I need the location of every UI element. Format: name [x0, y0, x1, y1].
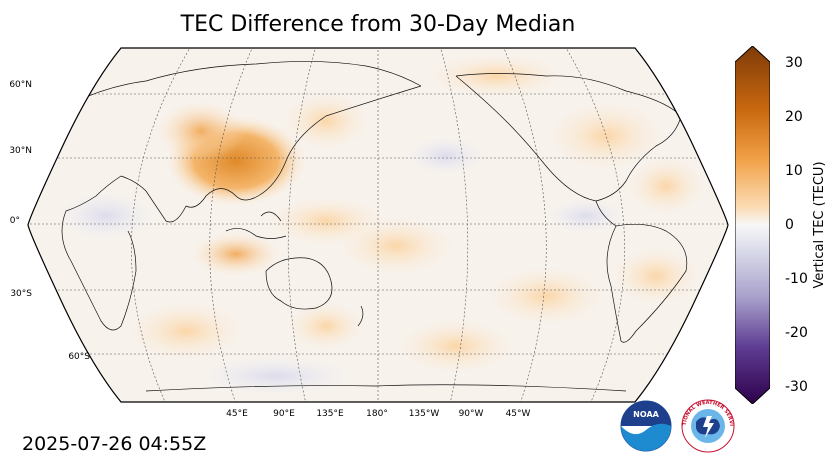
- lat-label-30n: 30°N: [9, 146, 32, 156]
- lon-label-90w: 90°W: [458, 409, 484, 419]
- colorbar-tick-neg20: -20: [785, 325, 808, 341]
- colorbar: [735, 46, 770, 404]
- lon-label-45e: 45°E: [226, 409, 248, 419]
- tec-map: [27, 47, 729, 403]
- colorbar-tick-30: 30: [785, 55, 803, 71]
- lat-label-30s: 30°S: [10, 289, 32, 299]
- lat-label-60n: 60°N: [9, 80, 32, 90]
- colorbar-tick-neg10: -10: [785, 271, 808, 287]
- lon-label-180: 180°: [366, 409, 388, 419]
- timestamp: 2025-07-26 04:55Z: [22, 433, 207, 455]
- colorbar-tick-0: 0: [785, 217, 794, 233]
- map-title: TEC Difference from 30-Day Median: [180, 12, 576, 37]
- lat-label-0: 0°: [9, 216, 20, 226]
- lon-label-45w: 45°W: [505, 409, 531, 419]
- colorbar-tick-20: 20: [785, 109, 803, 125]
- colorbar-tick-neg30: -30: [785, 379, 808, 395]
- lat-label-60s: 60°S: [68, 352, 90, 362]
- lon-label-135w: 135°W: [408, 409, 440, 419]
- lon-label-135e: 135°E: [316, 409, 344, 419]
- lon-label-90e: 90°E: [273, 409, 295, 419]
- svg-text:NOAA: NOAA: [633, 410, 659, 419]
- noaa-logo: NOAA: [620, 400, 672, 452]
- nws-logo: NATIONAL WEATHER SERVICE: [680, 398, 735, 453]
- colorbar-tick-10: 10: [785, 163, 803, 179]
- colorbar-label: Vertical TEC (TECU): [812, 161, 827, 289]
